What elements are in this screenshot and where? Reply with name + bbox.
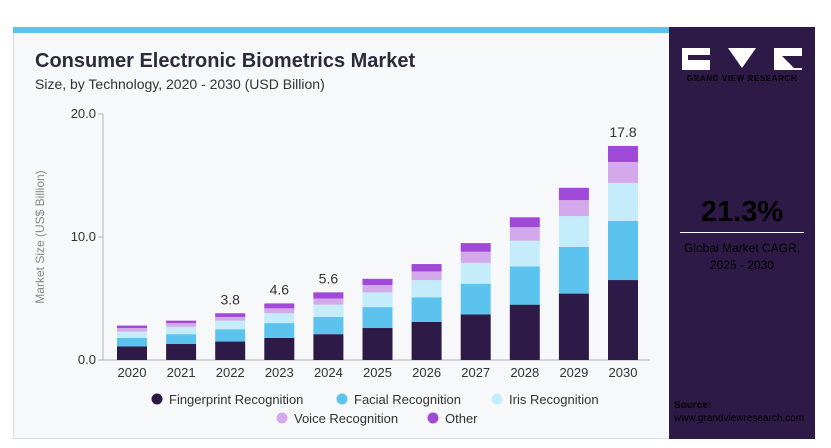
data-label: 4.6 [270,281,290,297]
cagr-label-line2: 2025 - 2030 [709,258,775,272]
bar-segment [117,337,147,347]
brand-name: GRAND VIEW RESEARCH [686,74,798,83]
bar-segment [264,323,295,338]
bar-segment [558,246,589,294]
bar-segment [509,304,540,360]
chart-title: Consumer Electronic Biometrics Market [35,50,416,72]
source-label: Source: [674,400,712,411]
bar-segment [166,334,197,345]
data-label: 3.8 [220,291,240,307]
bar-segment [362,278,393,285]
cagr-value: 21.3% [700,196,784,228]
bar-segment [460,262,491,284]
bar-segment [117,346,147,360]
legend-label: Facial Recognition [354,392,461,407]
gvr-logo-icon [682,48,802,70]
cagr-divider [680,232,804,233]
bar-segment [509,217,540,228]
bar-segment [460,283,491,315]
bar-segment [411,321,442,360]
x-tick-label: 2027 [461,365,490,380]
bar-segment [608,161,638,183]
legend-swatch [151,393,163,405]
bar-segment [411,280,442,298]
source-link[interactable]: www.grandviewresearch.com [674,413,805,424]
y-tick-label: 20.0 [71,106,96,121]
legend-label: Other [445,411,478,426]
bar-segment [362,307,393,329]
bar-segment [411,264,442,272]
cagr-label-line1: Global Market CAGR, [683,241,801,255]
bar-segment [509,266,540,305]
data-label: 17.8 [609,124,636,140]
bar-segment [215,341,246,360]
x-tick-label: 2025 [363,365,392,380]
legend-swatch [276,412,288,424]
bar-segment [558,187,589,201]
bar-segment [411,271,442,281]
x-tick-label: 2024 [314,365,343,380]
legend-swatch [427,412,439,424]
bar-segment [411,297,442,322]
bar-segment [117,328,147,332]
y-tick-label: 0.0 [78,352,96,367]
bar-segment [166,320,197,324]
x-tick-label: 2026 [412,365,441,380]
stacked-bar-chart: 0.0 10.0 20.0 Market Size (US$ Billion) 2020… [33,106,650,426]
bar-segment [558,293,589,360]
accent-bar [13,27,669,33]
bar-segment [215,320,246,330]
bar-segment [460,314,491,360]
bar-segment [313,304,344,317]
bar-segment [558,216,589,247]
data-label: 5.6 [319,270,339,286]
x-tick-label: 2028 [510,365,539,380]
bar-segment [313,298,344,305]
y-axis-title: Market Size (US$ Billion) [33,170,47,303]
bar-segment [264,308,295,314]
bar-segment [117,331,147,338]
bar-segment [215,329,246,342]
bar-segment [264,337,295,360]
bar-segment [215,313,246,317]
cagr-label: Global Market CAGR, 2025 - 2030 [669,240,815,274]
bar-segment [362,292,393,308]
bar-segment [166,323,197,327]
side-panel [669,27,815,439]
legend-label: Voice Recognition [294,411,398,426]
x-tick-label: 2020 [118,365,147,380]
bar-segment [608,182,638,222]
bar-segment [608,145,638,162]
bar-segment [313,292,344,299]
legend-label: Fingerprint Recognition [169,392,303,407]
x-tick-label: 2021 [167,365,196,380]
bar-segment [313,334,344,360]
legend-swatch [491,393,503,405]
y-tick-label: 10.0 [71,229,96,244]
bar-segment [166,326,197,335]
bar-segment [362,328,393,360]
bar-segment [117,325,147,329]
bar-segment [608,280,638,360]
bar-segment [460,251,491,263]
bar-segment [460,243,491,252]
legend-label: Iris Recognition [509,392,599,407]
bar-segment [558,200,589,217]
x-tick-label: 2022 [216,365,245,380]
bar-segment [509,227,540,241]
bar-segment [166,344,197,360]
x-tick-label: 2023 [265,365,294,380]
bar-segment [215,316,246,321]
bar-segment [362,284,393,293]
bar-segment [264,303,295,309]
bar-segment [313,316,344,335]
x-tick-label: 2029 [559,365,588,380]
legend-swatch [336,393,348,405]
x-tick-label: 2030 [609,365,638,380]
bar-segment [264,313,295,324]
bar-segment [509,240,540,267]
bar-segment [608,221,638,281]
chart-subtitle: Size, by Technology, 2020 - 2030 (USD Bi… [35,76,325,92]
